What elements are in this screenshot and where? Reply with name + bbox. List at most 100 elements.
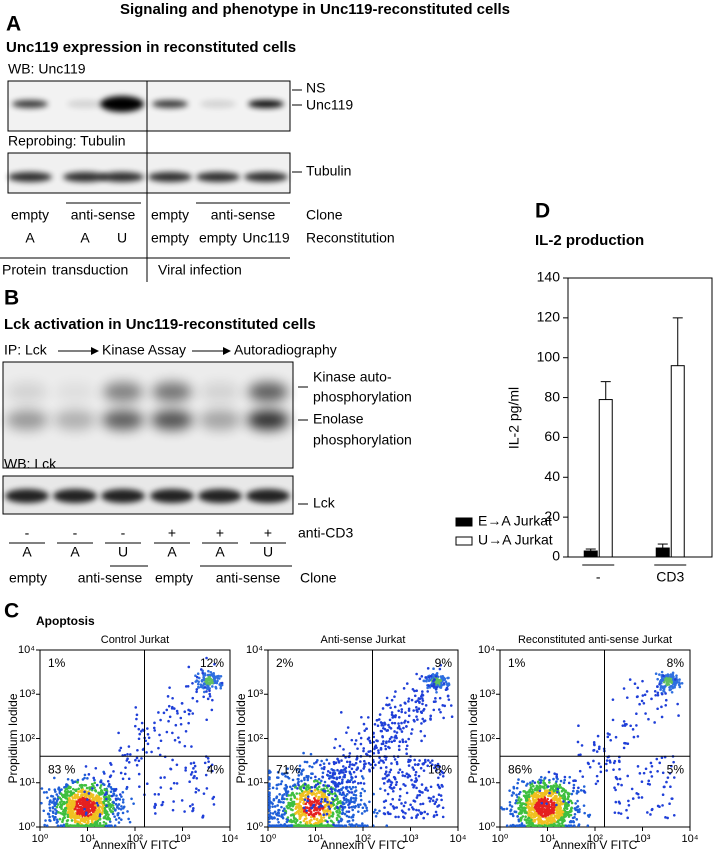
event-dot: [324, 798, 327, 801]
event-dot: [291, 788, 294, 791]
event-dot: [194, 770, 197, 773]
event-dot: [618, 801, 621, 804]
event-dot: [548, 792, 551, 795]
event-dot: [441, 677, 444, 680]
event-dot: [309, 804, 312, 807]
event-dot: [220, 675, 223, 678]
event-dot: [83, 808, 86, 811]
event-dot: [420, 813, 423, 816]
event-dot: [509, 801, 512, 804]
event-dot: [362, 747, 365, 750]
event-dot: [351, 763, 354, 766]
event-dot: [114, 808, 117, 811]
event-dot: [134, 725, 137, 728]
event-dot: [518, 796, 521, 799]
event-dot: [571, 793, 574, 796]
event-dot: [596, 750, 599, 753]
event-dot: [428, 797, 431, 800]
quadrant-percent: 83 %: [48, 762, 76, 776]
event-dot: [402, 815, 405, 818]
event-dot: [540, 813, 543, 816]
reconstitution-label: A: [215, 544, 225, 560]
event-dot: [207, 698, 210, 701]
event-dot: [531, 780, 534, 783]
x-axis-label: Annexin V FITC: [93, 838, 178, 852]
event-dot: [118, 817, 121, 820]
event-dot: [675, 674, 678, 677]
event-dot: [544, 824, 547, 827]
x-tick-label: 10⁴: [682, 833, 699, 845]
event-dot: [297, 784, 300, 787]
event-dot: [637, 793, 640, 796]
event-dot: [614, 811, 617, 814]
event-dot: [376, 740, 379, 743]
event-dot: [532, 809, 535, 812]
band: [67, 100, 103, 108]
event-dot: [157, 711, 160, 714]
event-dot: [314, 824, 317, 827]
event-dot: [347, 726, 350, 729]
event-dot: [341, 778, 344, 781]
event-dot: [55, 812, 58, 815]
event-dot: [203, 691, 206, 694]
event-dot: [346, 761, 349, 764]
event-dot: [301, 799, 304, 802]
event-dot: [552, 806, 555, 809]
event-dot: [340, 769, 343, 772]
event-dot: [515, 824, 518, 827]
event-dot: [656, 678, 659, 681]
event-dot: [526, 821, 529, 824]
event-dot: [64, 790, 67, 793]
event-dot: [426, 687, 429, 690]
event-dot: [632, 728, 635, 731]
event-dot: [281, 794, 284, 797]
event-dot: [446, 687, 449, 690]
event-dot: [415, 715, 418, 718]
event-dot: [384, 789, 387, 792]
event-dot: [126, 810, 129, 813]
event-dot: [353, 797, 356, 800]
event-dot: [392, 790, 395, 793]
event-dot: [624, 723, 627, 726]
event-dot: [97, 804, 100, 807]
event-dot: [81, 824, 84, 827]
event-dot: [176, 712, 179, 715]
event-dot: [317, 790, 320, 793]
event-dot: [351, 809, 354, 812]
event-dot: [673, 776, 676, 779]
event-dot: [404, 775, 407, 778]
event-dot: [57, 798, 60, 801]
event-dot: [570, 807, 573, 810]
event-dot: [96, 802, 99, 805]
event-dot: [426, 690, 429, 693]
blot-label: WB: Lck: [4, 456, 57, 472]
event-dot: [535, 796, 538, 799]
event-dot: [661, 716, 664, 719]
event-dot: [67, 778, 70, 781]
event-dot: [56, 820, 59, 823]
event-dot: [526, 824, 529, 827]
event-dot: [336, 769, 339, 772]
event-dot: [170, 768, 173, 771]
event-dot: [44, 819, 47, 822]
event-dot: [377, 751, 380, 754]
band: [244, 172, 288, 182]
event-dot: [114, 824, 117, 827]
event-dot: [101, 808, 104, 811]
event-dot: [415, 771, 418, 774]
event-dot: [189, 805, 192, 808]
event-dot: [620, 784, 623, 787]
event-dot: [526, 818, 529, 821]
event-dot: [160, 786, 163, 789]
event-dot: [287, 816, 290, 819]
event-dot: [506, 807, 509, 810]
event-dot: [646, 690, 649, 693]
event-dot: [661, 756, 664, 759]
event-dot: [541, 810, 544, 813]
event-dot: [176, 782, 179, 785]
reconstitution-label: U: [117, 230, 127, 246]
event-dot: [124, 766, 127, 769]
event-dot: [53, 798, 56, 801]
event-dot: [120, 818, 123, 821]
event-dot: [90, 795, 93, 798]
